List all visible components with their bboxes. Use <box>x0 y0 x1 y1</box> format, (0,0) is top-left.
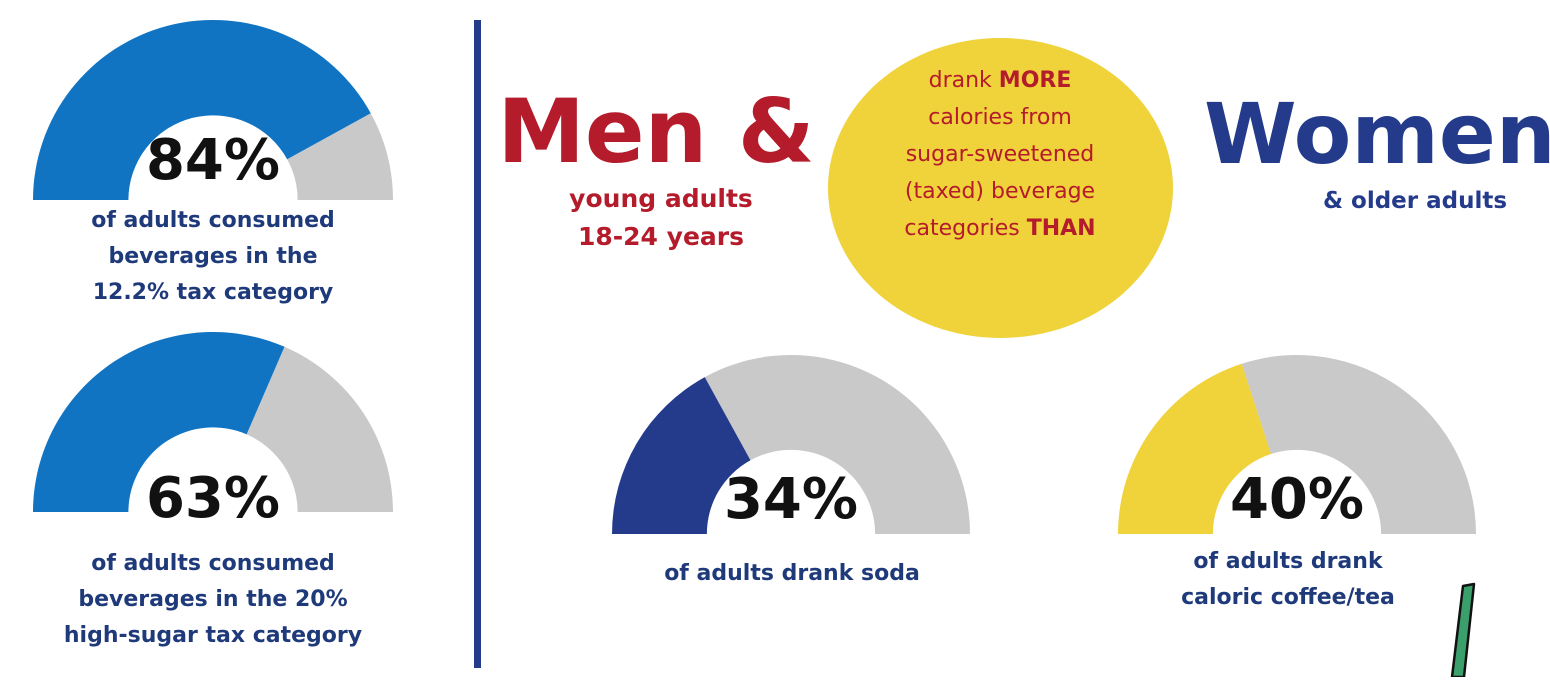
men-subtitle-line: 18-24 years <box>578 222 744 251</box>
men-title: Men & <box>497 80 815 183</box>
gauge-84-track <box>287 113 393 200</box>
gauge-63-caption: of adults consumed beverages in the 20% … <box>5 546 421 654</box>
gauge-34 <box>612 355 970 534</box>
caption-line: of adults consumed <box>91 208 335 233</box>
gauge-63-percent: 63% <box>145 466 281 531</box>
circle-text-segment: drank <box>928 68 999 93</box>
gauge-84-fill <box>33 19 371 200</box>
straw-icon <box>1396 580 1476 679</box>
gauge-84-caption: of adults consumed beverages in the 12.2… <box>20 203 406 311</box>
gauge-40-fill <box>1118 363 1271 534</box>
comparison-circle-text: drank MORE calories from sugar-sweetened… <box>840 62 1160 247</box>
caption-line: high-sugar tax category <box>63 623 363 648</box>
gauge-40-svg <box>1118 355 1476 534</box>
women-subtitle: & older adults <box>1322 188 1508 214</box>
women-title: Women <box>1204 85 1550 183</box>
gauge-34-caption: of adults drank soda <box>600 556 984 592</box>
caption-line: beverages in the 20% <box>78 587 348 612</box>
circle-text-emphasis: MORE <box>998 68 1072 93</box>
gauge-34-track <box>704 355 970 534</box>
vertical-divider <box>474 20 481 668</box>
caption-line: 12.2% tax category <box>92 280 334 305</box>
circle-line-2: calories from <box>928 105 1072 130</box>
circle-line-5: categories THAN <box>840 210 1160 247</box>
gauge-84-svg <box>33 19 393 200</box>
caption-line: of adults drank soda <box>664 561 920 586</box>
circle-text-emphasis: THAN <box>1026 216 1096 241</box>
caption-line: caloric coffee/tea <box>1181 585 1395 610</box>
caption-line: of adults consumed <box>91 551 335 576</box>
gauge-40-track <box>1241 355 1476 534</box>
circle-line-4: (taxed) beverage <box>904 179 1096 204</box>
circle-line-1: drank MORE <box>840 62 1160 99</box>
men-subtitle: young adults 18-24 years <box>500 180 822 256</box>
comparison-circle <box>828 38 1173 338</box>
gauge-63-track <box>246 346 393 512</box>
gauge-40 <box>1118 355 1476 534</box>
gauge-63-fill <box>33 331 285 512</box>
circle-text-segment: categories <box>904 216 1027 241</box>
gauge-34-svg <box>612 355 970 534</box>
gauge-34-percent: 34% <box>723 467 859 532</box>
gauge-40-caption: of adults drank caloric coffee/tea <box>1120 544 1456 616</box>
gauge-63-svg <box>33 331 393 512</box>
men-subtitle-line: young adults <box>569 184 753 213</box>
caption-line: of adults drank <box>1193 549 1383 574</box>
circle-line-3: sugar-sweetened <box>905 142 1095 167</box>
gauge-84 <box>33 19 393 200</box>
gauge-34-fill <box>612 377 751 534</box>
gauge-40-percent: 40% <box>1229 467 1365 532</box>
gauge-63 <box>33 331 393 512</box>
caption-line: beverages in the <box>108 244 318 269</box>
gauge-84-percent: 84% <box>145 128 281 193</box>
